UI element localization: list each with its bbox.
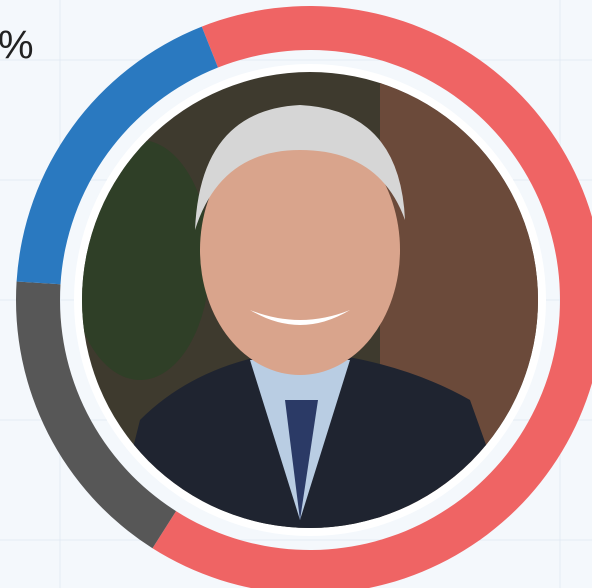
- annotation: %: [0, 24, 34, 68]
- chart: %: [0, 0, 592, 588]
- photo: [70, 60, 560, 540]
